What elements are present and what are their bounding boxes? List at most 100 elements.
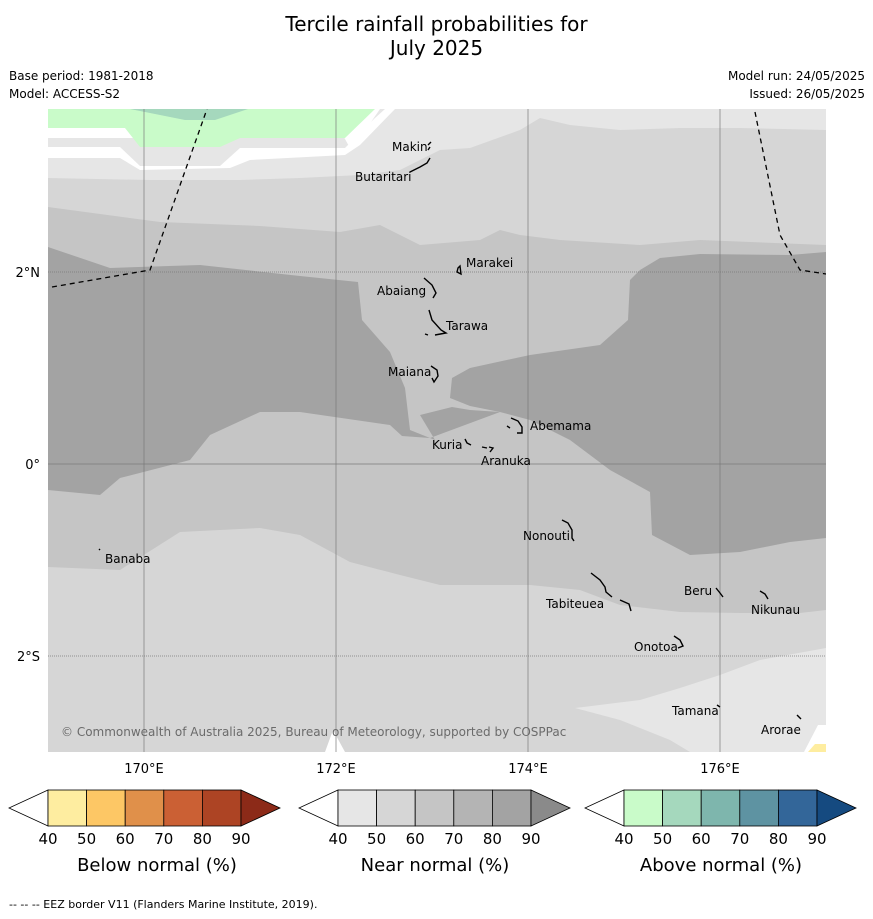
cb-below-tick-90: 90 — [231, 830, 250, 848]
eez-border — [51, 109, 826, 288]
model-run: Model run: 24/05/2025 — [727, 69, 865, 83]
tarawa-island — [424, 309, 448, 336]
place-label-maiana: Maiana — [388, 365, 431, 379]
cb-below-tick-80: 80 — [193, 830, 212, 848]
place-label-nikunau: Nikunau — [751, 603, 800, 617]
colorbar-below: 40 50 60 70 80 90 Below normal (%) — [8, 789, 281, 876]
place-labels: Makin Butaritari Marakei Abaiang Tarawa … — [105, 140, 801, 737]
issued-date: Issued: 26/05/2025 — [749, 87, 865, 101]
cb-below-tick-70: 70 — [154, 830, 173, 848]
cb-near-tick-60: 60 — [406, 830, 425, 848]
base-period: Base period: 1981-2018 — [9, 69, 154, 83]
place-label-arorae: Arorae — [761, 723, 801, 737]
cb-above-tick-90: 90 — [807, 830, 826, 848]
marakei-island — [456, 264, 462, 276]
cb-near-tick-90: 90 — [521, 830, 540, 848]
cb-above-tick-80: 80 — [769, 830, 788, 848]
cb-below-tick-60: 60 — [116, 830, 135, 848]
lat-label-2s: 2°S — [17, 650, 40, 665]
cb-near-seg-5 — [491, 789, 532, 827]
butaritari-island — [409, 157, 431, 173]
cb-near-tick-40: 40 — [328, 830, 347, 848]
meta-left: Base period: 1981-2018 Model: ACCESS-S2 — [9, 67, 154, 103]
cb-near-seg-4 — [453, 789, 493, 827]
title-line-1: Tercile rainfall probabilities for — [285, 12, 588, 36]
cb-below-tick-40: 40 — [38, 830, 57, 848]
cb-below-seg-3 — [124, 789, 165, 827]
onotoa-island — [673, 635, 684, 649]
place-label-tamana: Tamana — [671, 704, 719, 718]
longitude-labels: 170°E 172°E 174°E 176°E — [124, 762, 740, 777]
cb-above-seg-3 — [700, 789, 741, 827]
abaiang-island — [423, 277, 437, 299]
field-near-40-bottom — [575, 648, 826, 752]
cb-near-tick-70: 70 — [444, 830, 463, 848]
abemama-island — [506, 417, 523, 434]
makin-island — [427, 141, 432, 151]
cb-below-tri-low — [8, 789, 49, 827]
map-title: Tercile rainfall probabilities for July … — [0, 12, 873, 60]
place-label-kuria: Kuria — [432, 438, 463, 452]
cb-near-tick-50: 50 — [367, 830, 386, 848]
cb-near-tick-80: 80 — [483, 830, 502, 848]
place-label-tabiteuea: Tabiteuea — [545, 597, 604, 611]
place-label-butaritari: Butaritari — [355, 170, 412, 184]
place-label-banaba: Banaba — [105, 552, 151, 566]
cb-above-tick-60: 60 — [692, 830, 711, 848]
arorae-island — [796, 714, 802, 720]
cb-above-seg-4 — [739, 789, 779, 827]
cb-near-label: Near normal (%) — [361, 855, 510, 876]
field-near-50-bottom — [48, 528, 826, 752]
cb-above-seg-1 — [623, 789, 663, 827]
lon-label-176e: 176°E — [700, 762, 740, 777]
place-label-tarawa: Tarawa — [445, 319, 488, 333]
lon-label-174e: 174°E — [508, 762, 548, 777]
place-label-aranuka: Aranuka — [481, 454, 531, 468]
latitude-labels: 2°N 0° 2°S — [16, 266, 41, 665]
colorbar-above: 40 50 60 70 80 90 Above normal (%) — [584, 789, 857, 876]
place-label-nonouti: Nonouti — [523, 529, 570, 543]
cb-above-seg-5 — [777, 789, 818, 827]
cb-near-tri-high — [530, 789, 571, 827]
cb-near-seg-1 — [337, 789, 377, 827]
model-name: Model: ACCESS-S2 — [9, 87, 121, 101]
lon-label-170e: 170°E — [124, 762, 164, 777]
maiana-island — [430, 365, 439, 384]
place-label-makin: Makin — [392, 140, 428, 154]
eez-footnote: -- -- -- EEZ border V11 (Flanders Marine… — [9, 898, 318, 911]
copyright-notice: © Commonwealth of Australia 2025, Bureau… — [61, 725, 566, 739]
cb-above-label: Above normal (%) — [640, 855, 802, 876]
cb-above-tick-50: 50 — [653, 830, 672, 848]
beru-island — [715, 587, 724, 598]
cb-below-seg-5 — [201, 789, 242, 827]
probability-field: Makin Butaritari Marakei Abaiang Tarawa … — [48, 109, 826, 752]
field-above-50-top — [48, 109, 375, 147]
meta-right: Model run: 24/05/2025 Issued: 26/05/2025 — [728, 67, 865, 103]
island-outlines — [98, 141, 802, 720]
tamana-island — [716, 704, 721, 708]
gridlines — [48, 109, 826, 752]
lat-label-0: 0° — [25, 458, 40, 473]
lat-label-2n: 2°N — [16, 266, 41, 281]
field-near-70 — [48, 247, 826, 555]
nikunau-island — [759, 590, 769, 600]
colorbar-near: 40 50 60 70 80 90 Near normal (%) — [298, 789, 571, 876]
cb-above-tri-high — [816, 789, 857, 827]
cb-below-seg-4 — [163, 789, 203, 827]
cb-above-seg-2 — [662, 789, 702, 827]
kuria-island — [464, 438, 472, 446]
title-line-2: July 2025 — [389, 36, 484, 60]
aranuka-island — [481, 446, 495, 453]
cb-below-seg-1 — [47, 789, 87, 827]
cb-below-tick-50: 50 — [77, 830, 96, 848]
place-label-abemama: Abemama — [530, 419, 591, 433]
nonouti-island — [561, 519, 575, 542]
cb-above-tri-low — [584, 789, 625, 827]
cb-near-seg-2 — [376, 789, 416, 827]
tabiteuea-island — [590, 572, 632, 612]
cb-near-seg-3 — [414, 789, 455, 827]
cb-below-label: Below normal (%) — [77, 855, 237, 876]
cb-near-tri-low — [298, 789, 339, 827]
field-above-60-top — [130, 109, 248, 120]
